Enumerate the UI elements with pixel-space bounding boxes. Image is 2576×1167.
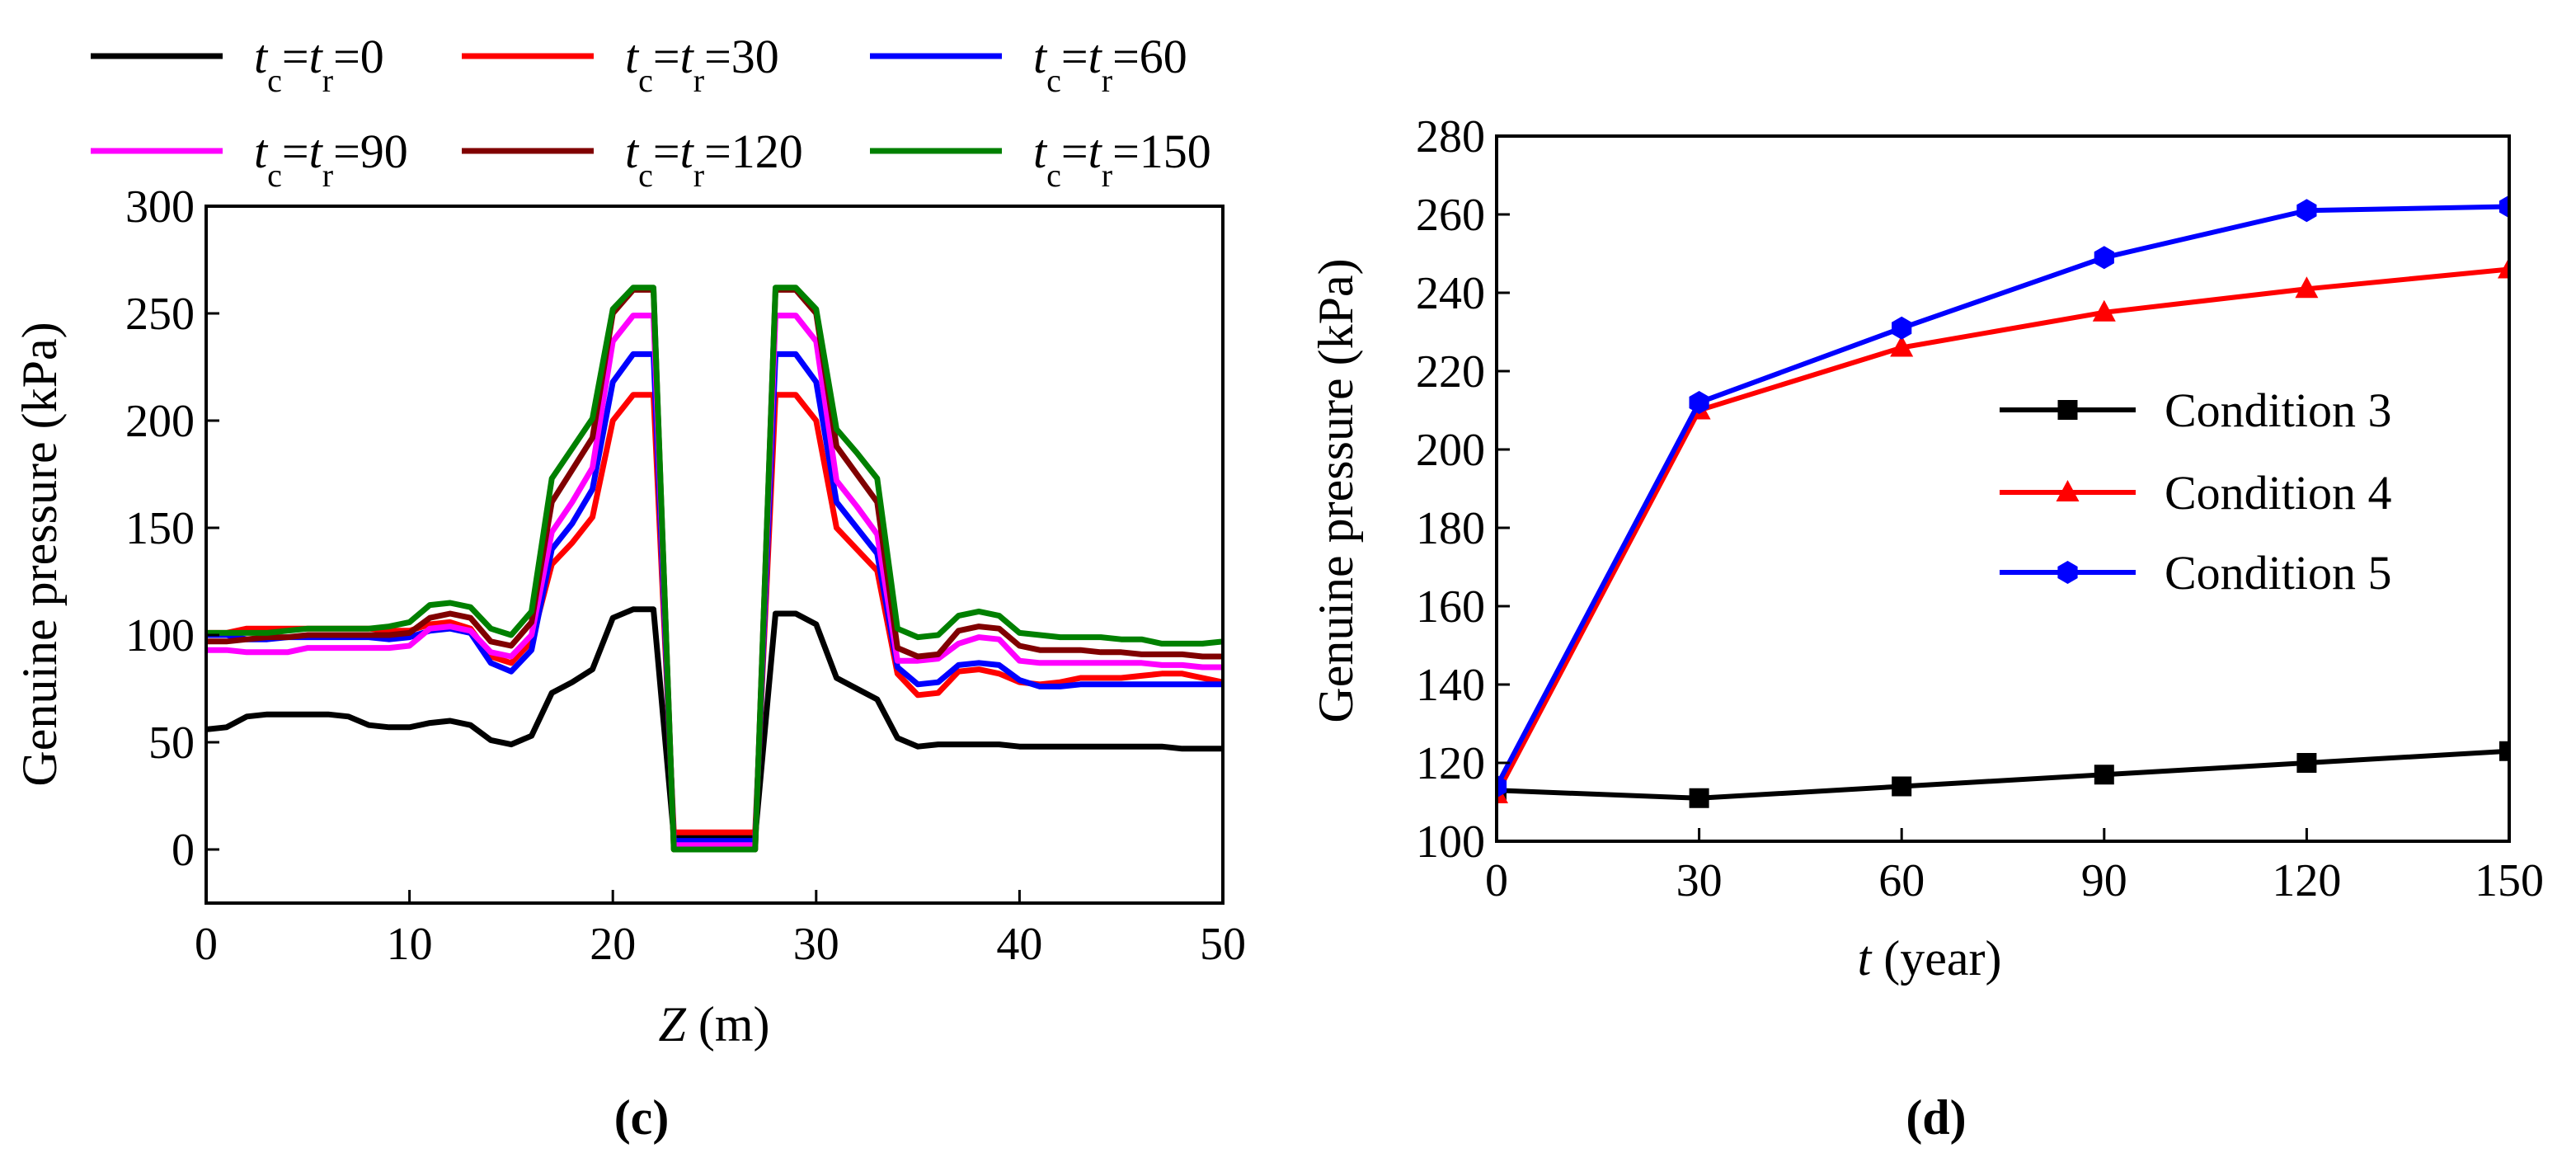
panel-d-legend-label-2: Condition 5 xyxy=(2165,546,2392,600)
panel-c-series-line-4 xyxy=(206,286,1223,853)
panel-c-series-line-1 xyxy=(206,392,1223,835)
panel-c-ylabel: Genuine pressure (kPa) xyxy=(12,322,67,786)
panel-d-point-1-4 xyxy=(2295,276,2319,299)
panel-d-x-ticks: 0 30 60 90 120 150 xyxy=(1485,828,2544,906)
panel-d-point-2-2 xyxy=(1892,316,1912,340)
panel-d-point-1-2 xyxy=(1890,335,1914,357)
panel-d-y-tick-label: 140 xyxy=(1416,660,1485,711)
panel-c-x-tick-label: 10 xyxy=(387,919,433,970)
panel-d-legend-label-0: Condition 3 xyxy=(2165,384,2392,437)
panel-c-series-line-0 xyxy=(206,606,1223,840)
panel-c-y-tick-label: 100 xyxy=(125,610,195,661)
panel-c-x-ticks: 0 10 20 30 40 50 xyxy=(195,890,1246,970)
panel-c-y-ticks: 0 50 100 150 200 250 300 xyxy=(125,181,219,876)
panel-d-plot-frame xyxy=(1495,134,2511,843)
panel-c-series-line-3 xyxy=(206,313,1223,849)
panel-d-x-tick-label: 0 xyxy=(1485,855,1508,906)
panel-c-legend-label-4: tc=tr=120 xyxy=(625,125,803,194)
panel-d-series-line-0 xyxy=(1497,748,2509,801)
panel-c-legend: tc=tr=0 tc=tr=30 tc=tr=60 tc=tr=90 tc=tr=120… xyxy=(91,30,1211,194)
panel-d-x-tick-label: 90 xyxy=(2081,855,2127,906)
panel-d-point-1-3 xyxy=(2092,299,2116,322)
panel-d-legend-marker-1 xyxy=(2056,480,2080,501)
panel-c-x-tick-label: 30 xyxy=(793,919,839,970)
panel-c-y-tick-label: 0 xyxy=(172,825,195,876)
panel-d-y-tick-label: 200 xyxy=(1416,425,1485,476)
panel-d-x-tick-label: 30 xyxy=(1676,855,1723,906)
panel-c-legend-label-5: tc=tr=150 xyxy=(1033,125,1211,194)
panel-d-legend-marker-0 xyxy=(2057,400,2078,420)
panel-c-x-tick-label: 50 xyxy=(1200,919,1246,970)
panel-c-plot-frame xyxy=(204,205,1225,905)
panel-c-legend-label-2: tc=tr=60 xyxy=(1033,30,1187,99)
panel-d-y-tick-label: 100 xyxy=(1416,816,1485,868)
panel-c-y-tick-label: 50 xyxy=(148,718,195,769)
panel-d-y-ticks: 100 120 140 160 180 200 220 240 260 280 xyxy=(1416,111,1510,868)
panel-d-point-2-4 xyxy=(2296,199,2317,223)
panel-d-legend: Condition 3 Condition 4 Condition 5 xyxy=(2000,384,2392,600)
panel-c-x-tick-label: 20 xyxy=(590,919,636,970)
panel-c-legend-label-1: tc=tr=30 xyxy=(625,30,779,99)
panel-d-legend-marker-2 xyxy=(2057,561,2078,584)
panel-d-point-0-4 xyxy=(2296,753,2317,773)
panel-c-x-tick-label: 0 xyxy=(195,919,218,970)
panel-d-ylabel: Genuine pressure (kPa) xyxy=(1309,258,1363,722)
panel-d-y-tick-label: 260 xyxy=(1416,190,1485,241)
panel-d-y-tick-label: 220 xyxy=(1416,346,1485,398)
panel-d-point-0-3 xyxy=(2094,765,2114,785)
panel-d-y-tick-label: 240 xyxy=(1416,268,1485,319)
panel-d-point-1-5 xyxy=(2498,256,2509,279)
panel-c-xlabel: Z (m) xyxy=(658,997,769,1052)
panel-c-x-tick-label: 40 xyxy=(996,919,1042,970)
panel-d-legend-label-1: Condition 4 xyxy=(2165,466,2392,520)
panel-d-y-tick-label: 280 xyxy=(1416,111,1485,162)
panel-d-point-2-5 xyxy=(2498,195,2509,219)
panel-d-y-tick-label: 180 xyxy=(1416,503,1485,554)
panel-c-series-line-5 xyxy=(206,285,1223,853)
panel-c-y-tick-label: 300 xyxy=(125,181,195,233)
panel-c-legend-label-0: tc=tr=0 xyxy=(254,30,384,99)
panel-d-point-0-2 xyxy=(1892,776,1912,797)
panel-d-series-group xyxy=(1497,195,2509,808)
panel-d-caption: (d) xyxy=(1906,1090,1966,1145)
panel-d-x-tick-label: 120 xyxy=(2272,855,2341,906)
panel-d-series-line-1 xyxy=(1497,266,2509,796)
panel-d-point-2-1 xyxy=(1689,391,1709,414)
panel-c-series-group xyxy=(206,285,1223,853)
panel-d-point-2-3 xyxy=(2094,246,2114,270)
panel-c-y-tick-label: 200 xyxy=(125,396,195,447)
panel-d-chart: 0 30 60 90 120 150 100 120 140 160 180 200 220 240 26… xyxy=(1309,111,2544,1145)
panel-d-point-2-0 xyxy=(1497,774,1507,798)
panel-c-legend-label-3: tc=tr=90 xyxy=(254,125,408,194)
panel-d-xlabel: t (year) xyxy=(1858,931,2002,986)
panel-c-chart: tc=tr=0 tc=tr=30 tc=tr=60 tc=tr=90 tc=tr=120… xyxy=(12,30,1246,1145)
panel-d-point-0-5 xyxy=(2499,741,2509,761)
panel-d-x-tick-label: 60 xyxy=(1878,855,1925,906)
panel-c-caption: (c) xyxy=(614,1090,670,1145)
panel-d-series-line-2 xyxy=(1497,204,2509,788)
panel-d-y-tick-label: 120 xyxy=(1416,738,1485,789)
panel-c-y-tick-label: 250 xyxy=(125,289,195,340)
panel-d-y-tick-label: 160 xyxy=(1416,581,1485,633)
panel-c-series-line-2 xyxy=(206,351,1223,845)
panel-d-point-0-1 xyxy=(1689,788,1709,808)
panel-c-y-tick-label: 150 xyxy=(125,503,195,554)
panel-d-x-tick-label: 150 xyxy=(2475,855,2544,906)
